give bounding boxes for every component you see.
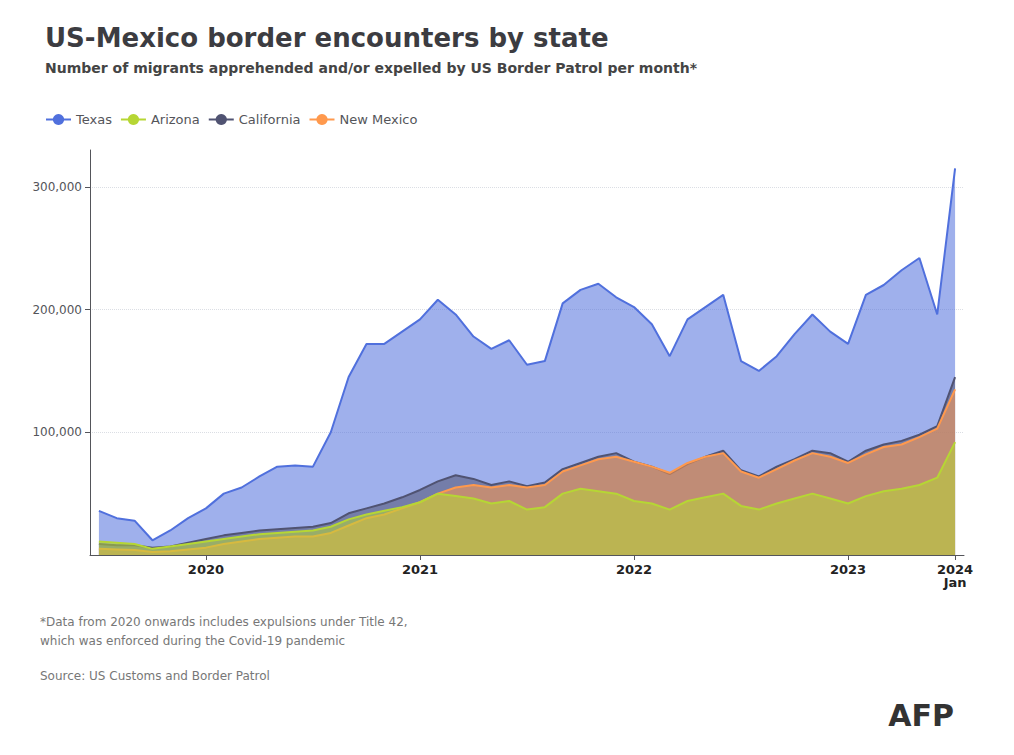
svg-text:2023: 2023 xyxy=(830,562,866,577)
svg-text:US-Mexico border encounters by: US-Mexico border encounters by state xyxy=(45,23,609,53)
svg-text:Texas: Texas xyxy=(75,112,112,127)
svg-text:2020: 2020 xyxy=(188,562,224,577)
svg-text:100,000: 100,000 xyxy=(32,425,82,439)
svg-text:Jan: Jan xyxy=(943,575,967,590)
svg-text:Arizona: Arizona xyxy=(151,112,200,127)
svg-text:2021: 2021 xyxy=(402,562,438,577)
svg-text:2024: 2024 xyxy=(937,562,974,577)
svg-text:2022: 2022 xyxy=(616,562,652,577)
svg-text:New Mexico: New Mexico xyxy=(339,112,417,127)
svg-text:California: California xyxy=(239,112,301,127)
svg-text:Number of migrants apprehended: Number of migrants apprehended and/or ex… xyxy=(45,60,698,76)
svg-text:Source: US Customs and Border: Source: US Customs and Border Patrol xyxy=(40,669,270,683)
svg-text:which was enforced during the: which was enforced during the Covid-19 p… xyxy=(40,634,345,648)
svg-text:200,000: 200,000 xyxy=(32,303,82,317)
svg-text:300,000: 300,000 xyxy=(32,180,82,194)
svg-text:AFP: AFP xyxy=(888,698,954,733)
svg-text:*Data from 2020 onwards includ: *Data from 2020 onwards includes expulsi… xyxy=(40,615,408,629)
